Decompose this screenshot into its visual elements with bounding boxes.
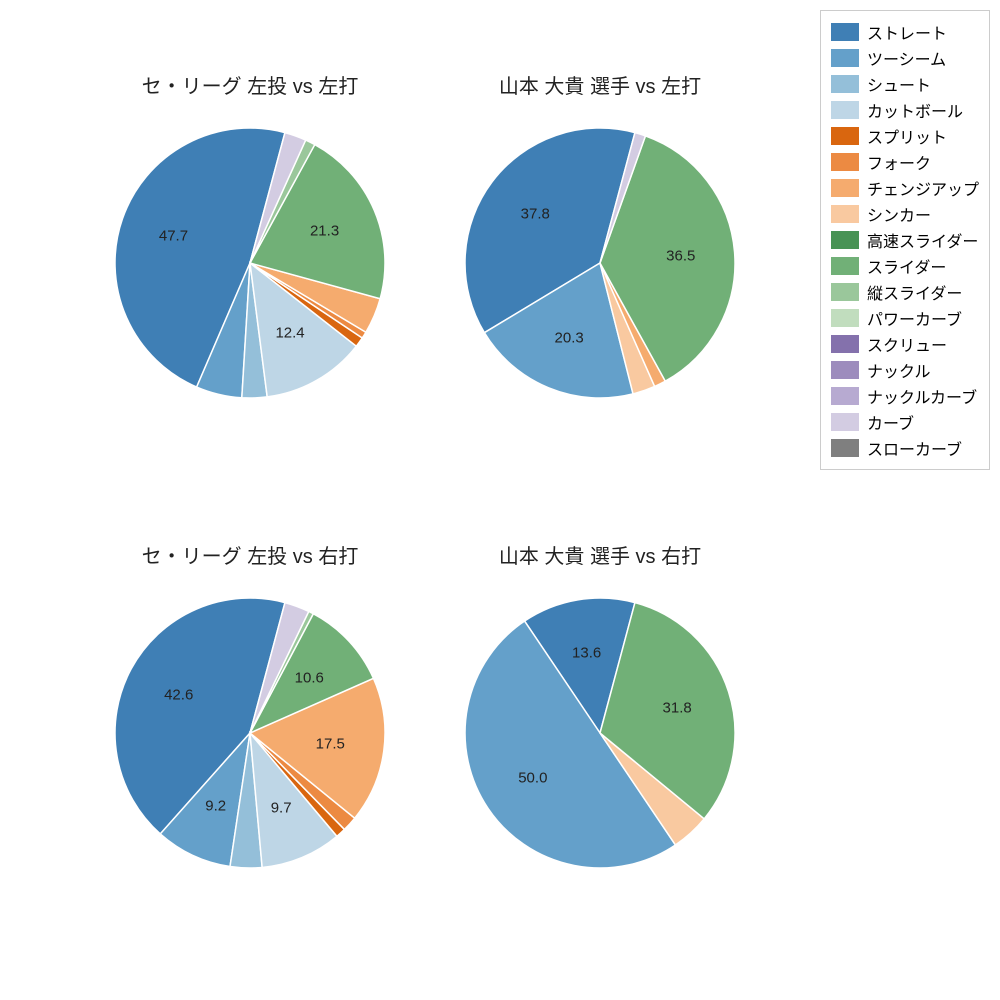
legend-swatch	[831, 439, 859, 457]
legend-label: 縦スライダー	[867, 280, 962, 304]
pie-label-cutball: 12.4	[275, 325, 304, 342]
pie-chart-cl_lr: セ・リーグ 左投 vs 右打 42.6 9.2 9.7 17.5 10.6	[80, 540, 420, 873]
legend-label: ナックルカーブ	[867, 384, 977, 408]
legend-item-v_slider: 縦スライダー	[831, 279, 979, 305]
legend-item-changeup: チェンジアップ	[831, 175, 979, 201]
legend-swatch	[831, 101, 859, 119]
legend-label: シュート	[867, 72, 931, 96]
pie-chart-ydr: 山本 大貴 選手 vs 右打 13.6 50.0 31.8	[430, 540, 770, 873]
pie-label-straight: 42.6	[164, 686, 193, 703]
pie-wrap: 37.8 20.3 36.5	[460, 123, 740, 403]
pie-label-straight: 37.8	[521, 206, 550, 223]
chart-title: セ・リーグ 左投 vs 右打	[80, 540, 420, 569]
pie-label-cutball: 9.7	[271, 799, 292, 816]
legend-swatch	[831, 257, 859, 275]
legend-item-slow_curve: スローカーブ	[831, 435, 979, 461]
legend-item-screw: スクリュー	[831, 331, 979, 357]
legend-swatch	[831, 49, 859, 67]
pie-label-twoseam: 20.3	[555, 329, 584, 346]
legend-label: フォーク	[867, 150, 931, 174]
legend-swatch	[831, 127, 859, 145]
legend-label: スプリット	[867, 124, 947, 148]
pie-chart-ydl: 山本 大貴 選手 vs 左打 37.8 20.3 36.5	[430, 70, 770, 403]
pie-svg	[460, 123, 740, 403]
legend-item-sinker: シンカー	[831, 201, 979, 227]
legend-swatch	[831, 335, 859, 353]
legend-swatch	[831, 205, 859, 223]
legend-swatch	[831, 309, 859, 327]
legend-swatch	[831, 361, 859, 379]
figure-stage: セ・リーグ 左投 vs 左打 47.7 12.4 21.3 山本 大貴 選手 vs 左打…	[0, 0, 1000, 1000]
pie-label-slider: 21.3	[310, 223, 339, 240]
pie-wrap: 47.7 12.4 21.3	[110, 123, 390, 403]
legend-item-slider: スライダー	[831, 253, 979, 279]
legend-swatch	[831, 23, 859, 41]
legend-label: スライダー	[867, 254, 946, 278]
pie-label-slider: 36.5	[666, 248, 695, 265]
legend-swatch	[831, 75, 859, 93]
legend-swatch	[831, 283, 859, 301]
pie-wrap: 42.6 9.2 9.7 17.5 10.6	[110, 593, 390, 873]
pie-chart-cl_ll: セ・リーグ 左投 vs 左打 47.7 12.4 21.3	[80, 70, 420, 403]
legend-label: 高速スライダー	[867, 228, 978, 252]
pie-label-straight: 47.7	[159, 228, 188, 245]
legend-label: ストレート	[867, 20, 947, 44]
legend-item-power_curve: パワーカーブ	[831, 305, 979, 331]
pie-label-straight: 13.6	[572, 645, 601, 662]
pie-wrap: 13.6 50.0 31.8	[460, 593, 740, 873]
legend-label: パワーカーブ	[867, 306, 962, 330]
legend-label: シンカー	[867, 202, 931, 226]
legend-label: スローカーブ	[867, 436, 962, 460]
legend-swatch	[831, 387, 859, 405]
pie-label-slider: 10.6	[295, 669, 324, 686]
pie-svg	[110, 593, 390, 873]
pie-svg	[110, 123, 390, 403]
legend-swatch	[831, 179, 859, 197]
legend-item-twoseam: ツーシーム	[831, 45, 979, 71]
legend-label: チェンジアップ	[867, 176, 979, 200]
pie-label-twoseam: 9.2	[205, 798, 226, 815]
legend: ストレートツーシームシュートカットボールスプリットフォークチェンジアップシンカー…	[820, 10, 990, 470]
legend-item-fork: フォーク	[831, 149, 979, 175]
legend-item-knuckle: ナックル	[831, 357, 979, 383]
legend-swatch	[831, 413, 859, 431]
legend-item-cutball: カットボール	[831, 97, 979, 123]
legend-swatch	[831, 153, 859, 171]
legend-swatch	[831, 231, 859, 249]
legend-item-curve: カーブ	[831, 409, 979, 435]
pie-label-twoseam: 50.0	[518, 770, 547, 787]
chart-title: 山本 大貴 選手 vs 左打	[430, 70, 770, 99]
legend-label: カットボール	[867, 98, 963, 122]
legend-label: スクリュー	[867, 332, 947, 356]
legend-item-knuck_curve: ナックルカーブ	[831, 383, 979, 409]
chart-title: セ・リーグ 左投 vs 左打	[80, 70, 420, 99]
legend-item-split: スプリット	[831, 123, 979, 149]
pie-label-slider: 31.8	[663, 700, 692, 717]
chart-title: 山本 大貴 選手 vs 右打	[430, 540, 770, 569]
legend-label: カーブ	[867, 410, 914, 434]
pie-svg	[460, 593, 740, 873]
legend-label: ナックル	[867, 358, 931, 382]
legend-item-shoot: シュート	[831, 71, 979, 97]
legend-item-fast_slider: 高速スライダー	[831, 227, 979, 253]
legend-label: ツーシーム	[867, 46, 946, 70]
pie-label-changeup: 17.5	[316, 735, 345, 752]
legend-item-straight: ストレート	[831, 19, 979, 45]
